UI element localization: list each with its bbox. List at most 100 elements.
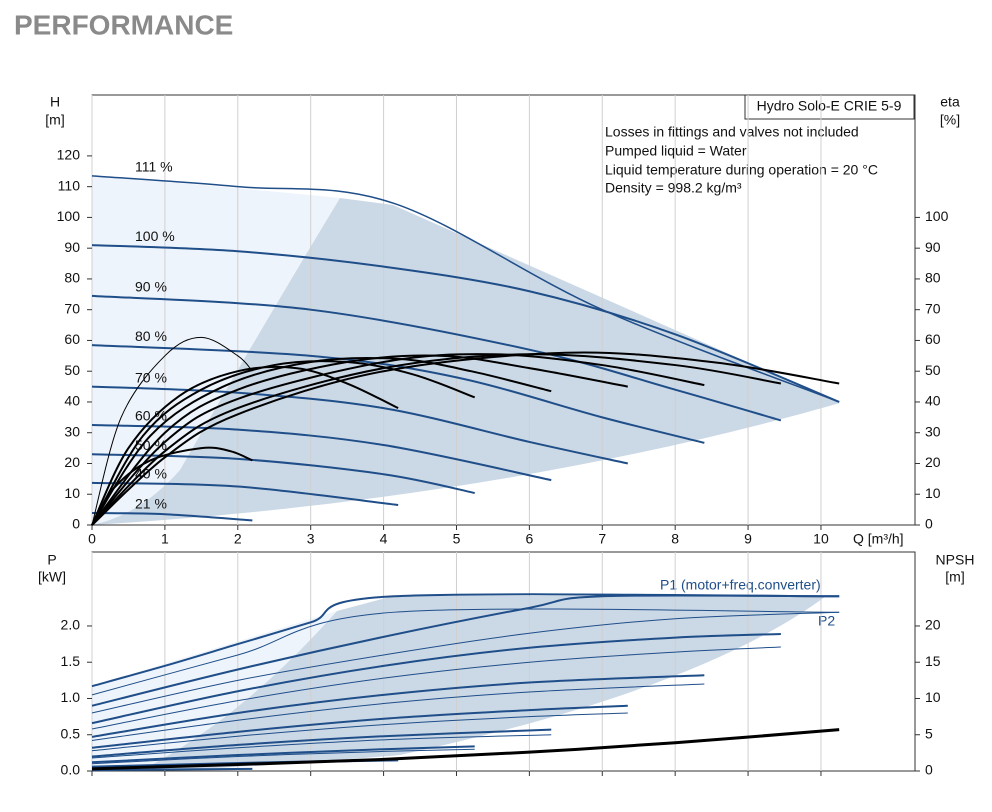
curve — [91, 344, 705, 444]
curve — [91, 646, 781, 730]
note: Liquid temperature during operation = 20… — [605, 162, 878, 178]
y-tick-label: 110 — [58, 177, 81, 193]
curve-label: 50 % — [135, 437, 167, 453]
y2-axis-label: NPSH — [936, 552, 975, 568]
curve — [91, 294, 782, 422]
y-tick-label: 30 — [64, 423, 80, 439]
y-axis-label: H — [50, 94, 60, 110]
curve — [91, 446, 253, 526]
curve-label: 90 % — [135, 279, 167, 295]
y2-axis-unit: [m] — [945, 569, 964, 585]
y2-axis-unit: [%] — [940, 112, 960, 128]
y-tick-label: 0.0 — [61, 762, 81, 778]
y-tick-label: 100 — [57, 208, 81, 224]
page-title: PERFORMANCE — [14, 9, 233, 40]
x-tick-label: 8 — [671, 531, 679, 547]
operating-region — [92, 198, 840, 525]
y2-tick-label: 70 — [925, 300, 941, 316]
curve-label: 21 % — [135, 496, 167, 512]
y2-tick-label: 20 — [925, 617, 941, 633]
x-tick-label: 5 — [453, 531, 461, 547]
x-tick-label: 7 — [598, 531, 606, 547]
y-tick-label: 1.0 — [61, 689, 81, 705]
y2-tick-label: 80 — [925, 270, 941, 286]
y-tick-label: 10 — [64, 485, 80, 501]
y-tick-label: 90 — [64, 239, 80, 255]
curve — [91, 365, 399, 526]
y-tick-label: 40 — [64, 393, 80, 409]
x-tick-label: 2 — [234, 531, 242, 547]
y-tick-label: 60 — [64, 331, 80, 347]
curve — [91, 385, 629, 465]
curve — [91, 351, 840, 526]
curve — [91, 594, 840, 707]
curve — [91, 336, 253, 526]
curve-label: 111 % — [135, 159, 173, 175]
light-region — [92, 611, 337, 771]
y2-tick-label: 0 — [925, 516, 933, 532]
x-tick-label: 9 — [744, 531, 752, 547]
curve — [91, 453, 475, 494]
curve — [91, 632, 781, 725]
y2-tick-label: 0 — [925, 762, 933, 778]
y2-tick-label: 20 — [925, 454, 941, 470]
y-tick-label: 120 — [57, 147, 81, 163]
annotation: P2 — [818, 613, 835, 629]
y-axis-unit: [m] — [45, 112, 64, 128]
curve — [91, 512, 253, 522]
x-tick-label: 6 — [525, 531, 533, 547]
curve — [91, 353, 782, 526]
curve — [91, 748, 475, 765]
y-tick-label: 0.5 — [61, 725, 81, 741]
curve-label: 40 % — [135, 466, 167, 482]
curve — [91, 728, 552, 758]
y2-tick-label: 15 — [925, 653, 941, 669]
curve — [91, 593, 840, 688]
y2-tick-label: 100 — [925, 208, 949, 224]
curve — [91, 244, 840, 403]
y2-tick-label: 50 — [925, 362, 941, 378]
y-tick-label: 50 — [64, 362, 80, 378]
x-tick-label: 4 — [380, 531, 388, 547]
x-tick-label: 0 — [88, 531, 96, 547]
annotation: P1 (motor+freq.converter) — [660, 577, 821, 593]
y2-tick-label: 90 — [925, 239, 941, 255]
note: Losses in fittings and valves not includ… — [605, 124, 859, 140]
y-tick-label: 80 — [64, 270, 80, 286]
curve — [91, 424, 552, 482]
curve — [91, 767, 253, 772]
note: Density = 998.2 kg/m³ — [605, 180, 742, 196]
curve — [91, 704, 628, 749]
x-tick-label: 10 — [813, 531, 829, 547]
curve — [91, 745, 475, 764]
curve — [91, 611, 840, 714]
x-tick-label: 1 — [161, 531, 169, 547]
curve — [91, 608, 840, 696]
curve-label: 70 % — [135, 369, 167, 385]
y2-tick-label: 30 — [925, 423, 941, 439]
note: Pumped liquid = Water — [605, 143, 747, 159]
y2-tick-label: 5 — [925, 725, 933, 741]
curve-label: 80 % — [135, 328, 167, 344]
y-axis-label: P — [47, 552, 56, 568]
curve — [91, 712, 628, 752]
x-tick-label: 3 — [307, 531, 315, 547]
curve — [91, 353, 705, 526]
x-axis-label: Q [m³/h] — [853, 531, 904, 547]
y2-tick-label: 40 — [925, 393, 941, 409]
curve — [91, 674, 705, 738]
y-tick-label: 0 — [72, 516, 80, 532]
curve — [91, 175, 840, 403]
y2-tick-label: 10 — [925, 485, 941, 501]
y2-tick-label: 60 — [925, 331, 941, 347]
curve — [91, 734, 552, 759]
y-tick-label: 70 — [64, 300, 80, 316]
curve-label: 100 % — [135, 228, 175, 244]
y2-tick-label: 10 — [925, 689, 941, 705]
y2-axis-label: eta — [940, 94, 960, 110]
curve — [91, 728, 840, 771]
y-tick-label: 20 — [64, 454, 80, 470]
y-tick-label: 2.0 — [61, 617, 81, 633]
y-axis-unit: [kW] — [38, 569, 66, 585]
